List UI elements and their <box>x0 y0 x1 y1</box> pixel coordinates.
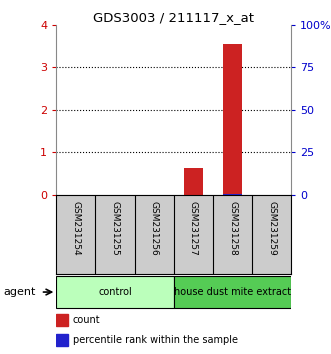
Bar <box>56 334 68 346</box>
Text: agent: agent <box>3 287 36 297</box>
Bar <box>223 44 242 195</box>
FancyBboxPatch shape <box>174 276 291 308</box>
Text: count: count <box>73 315 100 325</box>
Text: control: control <box>98 287 132 297</box>
Bar <box>56 314 68 326</box>
Text: GSM231256: GSM231256 <box>150 201 159 256</box>
Text: GSM231258: GSM231258 <box>228 201 237 256</box>
FancyBboxPatch shape <box>56 276 174 308</box>
Bar <box>223 194 242 195</box>
Text: GSM231257: GSM231257 <box>189 201 198 256</box>
Text: percentile rank within the sample: percentile rank within the sample <box>73 335 238 345</box>
Text: GSM231259: GSM231259 <box>267 201 276 256</box>
Text: house dust mite extract: house dust mite extract <box>174 287 291 297</box>
Text: GSM231255: GSM231255 <box>111 201 119 256</box>
Title: GDS3003 / 211117_x_at: GDS3003 / 211117_x_at <box>93 11 254 24</box>
Text: GSM231254: GSM231254 <box>71 201 80 256</box>
Bar <box>184 169 203 195</box>
